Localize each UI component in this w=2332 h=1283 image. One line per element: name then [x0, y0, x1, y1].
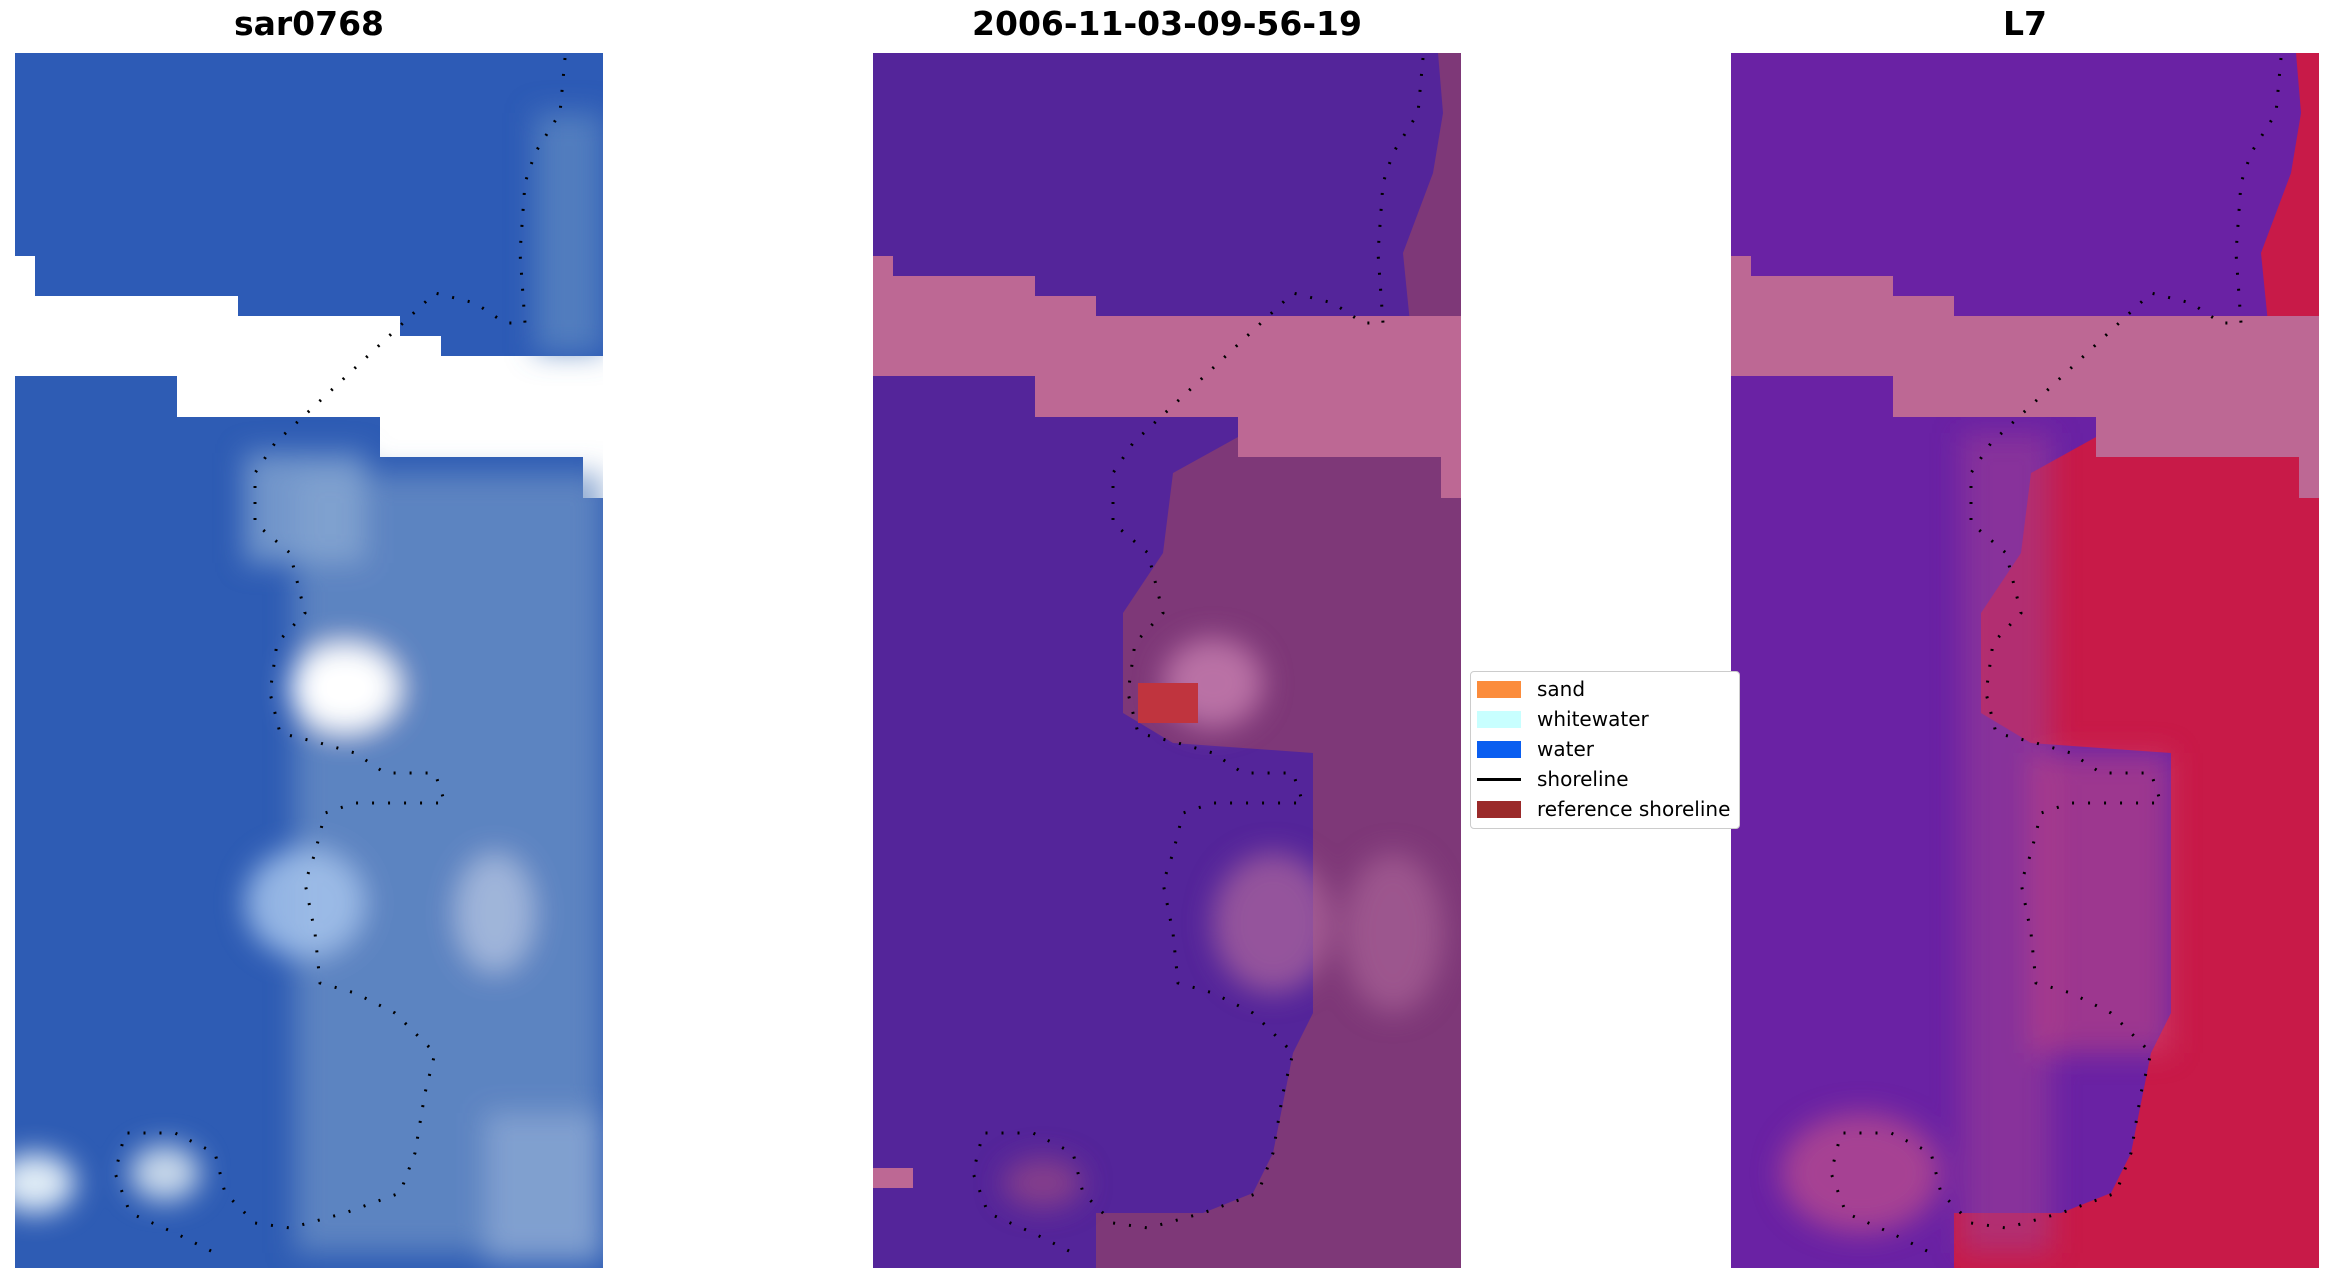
- panel-title-classified: 2006-11-03-09-56-19: [972, 4, 1362, 43]
- index-image: [1731, 53, 2319, 1268]
- legend: sand whitewater water shoreline referenc…: [1470, 671, 1740, 829]
- legend-item-whitewater: whitewater: [1477, 706, 1649, 732]
- legend-item-water: water: [1477, 736, 1594, 762]
- rgb-image: [15, 53, 603, 1268]
- index-image-panel: [1731, 53, 2319, 1268]
- class-nodata-patch: [873, 1168, 913, 1188]
- legend-item-sand: sand: [1477, 676, 1585, 702]
- shoreline-swatch: [1477, 777, 1521, 781]
- rgb-top-region: [15, 53, 603, 356]
- legend-label-water: water: [1537, 737, 1594, 761]
- index-land-top: [2261, 53, 2319, 353]
- sand-swatch: [1477, 680, 1521, 698]
- index-nodata-band: [1731, 256, 2319, 498]
- legend-label-shoreline: shoreline: [1537, 767, 1629, 791]
- class-nodata-band: [873, 256, 1461, 498]
- index-texture: [1781, 433, 2171, 1253]
- rgb-land-texture: [15, 113, 603, 1263]
- rgb-image-panel: [15, 53, 603, 1268]
- water-swatch: [1477, 740, 1521, 758]
- reference-shoreline-swatch: [1477, 800, 1521, 818]
- legend-item-shoreline: shoreline: [1477, 766, 1629, 792]
- panel-title-rgb: sar0768: [233, 4, 385, 43]
- whitewater-swatch: [1477, 710, 1521, 728]
- legend-item-reference-shoreline: reference shoreline: [1477, 796, 1730, 822]
- legend-label-whitewater: whitewater: [1537, 707, 1649, 731]
- class-land-top: [1403, 53, 1461, 353]
- class-reference-patch-top: [1158, 683, 1178, 703]
- classified-image-panel: [873, 53, 1461, 1268]
- classified-image: [873, 53, 1461, 1268]
- index-land-region: [1954, 53, 2319, 1268]
- panel-title-index: L7: [2003, 4, 2047, 43]
- legend-label-sand: sand: [1537, 677, 1586, 701]
- legend-label-reference-shoreline: reference shoreline: [1537, 797, 1731, 821]
